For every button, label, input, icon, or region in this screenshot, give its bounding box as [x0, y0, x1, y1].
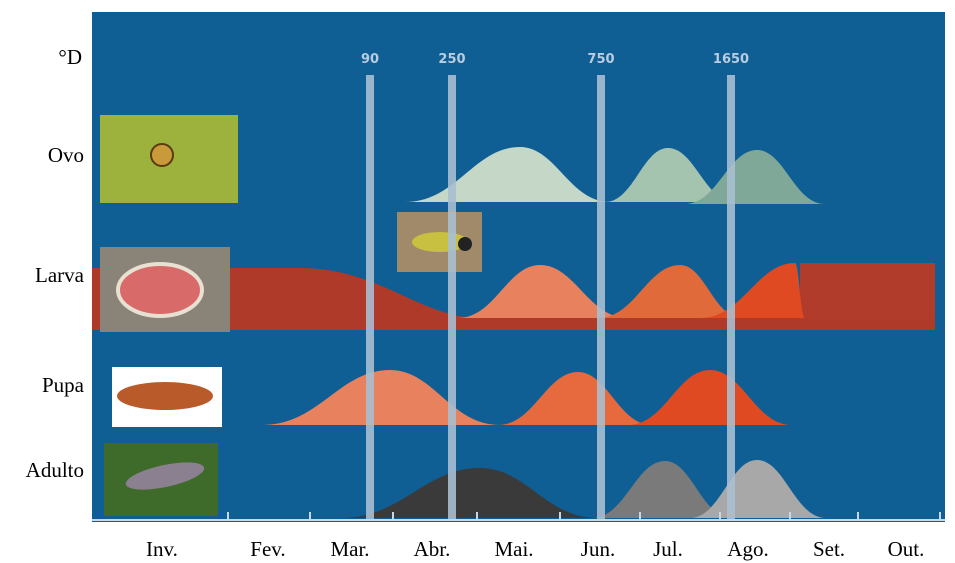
- larva-band: [92, 268, 935, 330]
- month-label: Abr.: [414, 537, 451, 561]
- month-label: Mai.: [494, 537, 533, 561]
- degree-day-bar: [727, 75, 735, 520]
- degree-day-label: °D: [58, 45, 82, 69]
- stage-curve: [340, 468, 598, 518]
- pupa: [117, 382, 213, 410]
- degree-day-bar: [597, 75, 605, 520]
- degree-day-value: 90: [361, 52, 379, 67]
- degree-day-bar: [366, 75, 374, 520]
- degree-day-value: 250: [438, 52, 465, 67]
- axis-ticks: [227, 512, 941, 520]
- degree-day-bars: 90 250 750 1650: [361, 52, 749, 520]
- degree-day-value: 1650: [713, 52, 749, 67]
- month-label: Jun.: [581, 537, 615, 561]
- month-label: Jul.: [653, 537, 683, 561]
- labels: Ovo Larva Pupa Adulto Inv. Fev. Mar. Abr. Mai. Ju…: [26, 143, 925, 561]
- stage-curve: [262, 370, 500, 425]
- month-label: Ago.: [727, 537, 768, 561]
- month-label: Mar.: [330, 537, 369, 561]
- stage-curve: [405, 147, 610, 202]
- stage-label: Larva: [35, 263, 85, 287]
- stage-curve: [458, 265, 628, 318]
- degree-day-bar: [448, 75, 456, 520]
- month-label: Fev.: [250, 537, 285, 561]
- stage-curve: [592, 461, 732, 518]
- stage-curve: [605, 148, 735, 202]
- larva-band-right: [800, 263, 935, 319]
- adult-moth: [125, 462, 205, 490]
- egg: [150, 143, 174, 167]
- stage-label: Ovo: [48, 143, 84, 167]
- stage-label: Pupa: [42, 373, 85, 397]
- stage-label: Adulto: [26, 458, 84, 482]
- month-label: Set.: [813, 537, 845, 561]
- stage-curve: [498, 372, 652, 425]
- stage-curve: [598, 265, 742, 318]
- photos: [100, 115, 482, 516]
- month-label: Inv.: [146, 537, 178, 561]
- curves: [92, 147, 935, 518]
- larva-head: [458, 237, 472, 251]
- larva: [116, 262, 204, 318]
- month-label: Out.: [888, 537, 925, 561]
- degree-day-value: 750: [587, 52, 614, 67]
- stage-curve: [700, 263, 805, 318]
- stage-curve: [685, 150, 825, 204]
- stage-curve: [690, 460, 826, 518]
- stage-curve: [628, 370, 792, 425]
